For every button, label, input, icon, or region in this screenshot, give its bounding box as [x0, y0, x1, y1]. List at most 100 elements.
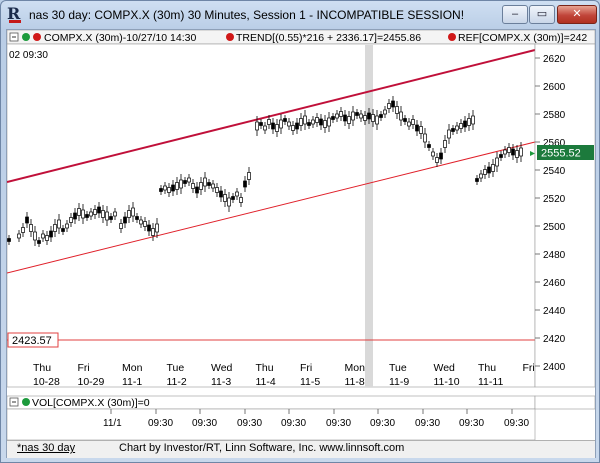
candle-body [155, 223, 159, 233]
time-axis-labels: 11/1 09:30 09:30 09:30 09:30 09:30 09:30 09:30 0… [103, 409, 529, 429]
candle-body [491, 164, 495, 172]
candle-body [427, 144, 431, 148]
candle-body [113, 211, 117, 217]
day-axis-date: 11-8 [345, 376, 365, 388]
price-tick-label: 2540 [543, 166, 566, 177]
candlestick-series [7, 96, 523, 247]
price-chart[interactable]: COMPX.X (30m)-10/27/10 14:30 TREND[(0.55… [7, 30, 595, 440]
time-axis-label: 09:30 [504, 418, 529, 429]
candle-body [355, 112, 359, 116]
candle-body [487, 166, 491, 174]
candle-body [101, 210, 105, 218]
window-title: nas 30 day: COMPX.X (30m) 30 Minutes, Se… [29, 8, 465, 22]
close-button[interactable]: ✕ [557, 5, 597, 24]
candle-body [69, 217, 73, 223]
day-axis-date: 11-2 [167, 376, 187, 388]
day-axis-date: 11-4 [256, 376, 276, 388]
day-axis: Thu 10-28 Fri 10-29 Mon 11-1 Tue 11-2 Wed 11-3 Thu… [33, 362, 535, 388]
candle-body [295, 122, 299, 130]
candle-body [411, 119, 415, 125]
day-axis-dow: Fri [300, 362, 312, 374]
candle-body [191, 183, 195, 189]
candle-body [495, 157, 499, 167]
candle-body [339, 111, 343, 117]
price-tick-label: 2620 [543, 54, 566, 65]
candle-body [219, 190, 223, 198]
day-axis-dow: Tue [389, 362, 407, 374]
candle-body [395, 106, 399, 114]
day-axis-dow: Tue [167, 362, 185, 374]
status-chart-name[interactable]: *nas 30 day [17, 442, 76, 454]
candle-body [443, 140, 447, 148]
candle-body [85, 214, 89, 218]
trend-dot-icon[interactable] [226, 33, 234, 41]
candle-body [399, 111, 403, 121]
day-axis-date: 11-9 [389, 376, 409, 388]
candle-body [307, 122, 311, 126]
candle-body [7, 238, 11, 242]
candle-body [463, 120, 467, 128]
candle-body [183, 180, 187, 184]
candle-body [53, 224, 57, 232]
price-tick-label: 2600 [543, 82, 566, 93]
day-axis-dow: Mon [122, 362, 143, 374]
time-axis-label: 09:30 [459, 418, 484, 429]
candle-body [367, 112, 371, 120]
trend-channel-upper [7, 49, 536, 183]
candle-body [45, 235, 49, 241]
candle-body [215, 187, 219, 193]
candle-body [267, 119, 271, 125]
current-price-value: 2555.52 [541, 148, 581, 160]
candle-body [515, 150, 519, 158]
candle-body [93, 209, 97, 215]
candle-body [287, 121, 291, 127]
time-axis-label: 09:30 [281, 418, 306, 429]
candle-body [455, 125, 459, 131]
day-axis-dow: Fri [523, 362, 535, 374]
legend-ref-label: REF[COMPX.X (30m)]=242 [458, 32, 587, 44]
candle-body [475, 178, 479, 182]
volume-dot-icon[interactable] [22, 398, 30, 406]
minimize-button[interactable]: – [502, 5, 528, 24]
candle-body [503, 149, 507, 155]
candle-body [199, 182, 203, 190]
price-scale[interactable] [534, 43, 595, 388]
session-highlight-band [365, 45, 373, 387]
maximize-button[interactable]: ▭ [529, 5, 555, 24]
candle-body [17, 233, 21, 239]
candle-body [211, 183, 215, 189]
candle-body [379, 114, 383, 118]
price-tick-label: 2560 [543, 138, 566, 149]
day-axis-date: 11-11 [478, 376, 503, 388]
candle-body [363, 115, 367, 121]
day-axis-dow: Thu [256, 362, 274, 374]
candle-body [271, 122, 275, 130]
time-axis-label: 09:30 [148, 418, 173, 429]
candle-body [391, 100, 395, 108]
candle-body [275, 124, 279, 132]
price-tick-label: 2520 [543, 194, 566, 205]
candle-body [167, 187, 171, 193]
series-green-dot-icon[interactable] [22, 33, 30, 41]
candle-body [319, 118, 323, 126]
title-bar[interactable]: R nas 30 day: COMPX.X (30m) 30 Minutes, … [1, 1, 599, 29]
candle-body [235, 191, 239, 197]
day-axis-dow: Fri [78, 362, 90, 374]
candle-body [127, 210, 131, 218]
candle-body [471, 115, 475, 125]
candle-body [511, 148, 515, 156]
candle-body [41, 233, 45, 239]
candle-body [299, 118, 303, 126]
candle-body [431, 151, 435, 157]
ref-dot-icon[interactable] [448, 33, 456, 41]
day-axis-date: 11-10 [434, 376, 460, 388]
candle-body [347, 116, 351, 124]
candle-body [61, 228, 65, 232]
ref-price-tag [7, 332, 59, 348]
time-axis-label: 09:30 [370, 418, 395, 429]
candle-body [479, 173, 483, 179]
candle-body [123, 216, 127, 224]
candle-body [203, 177, 207, 187]
time-axis-label: 09:30 [237, 418, 262, 429]
series-red-dot-icon[interactable] [33, 33, 41, 41]
